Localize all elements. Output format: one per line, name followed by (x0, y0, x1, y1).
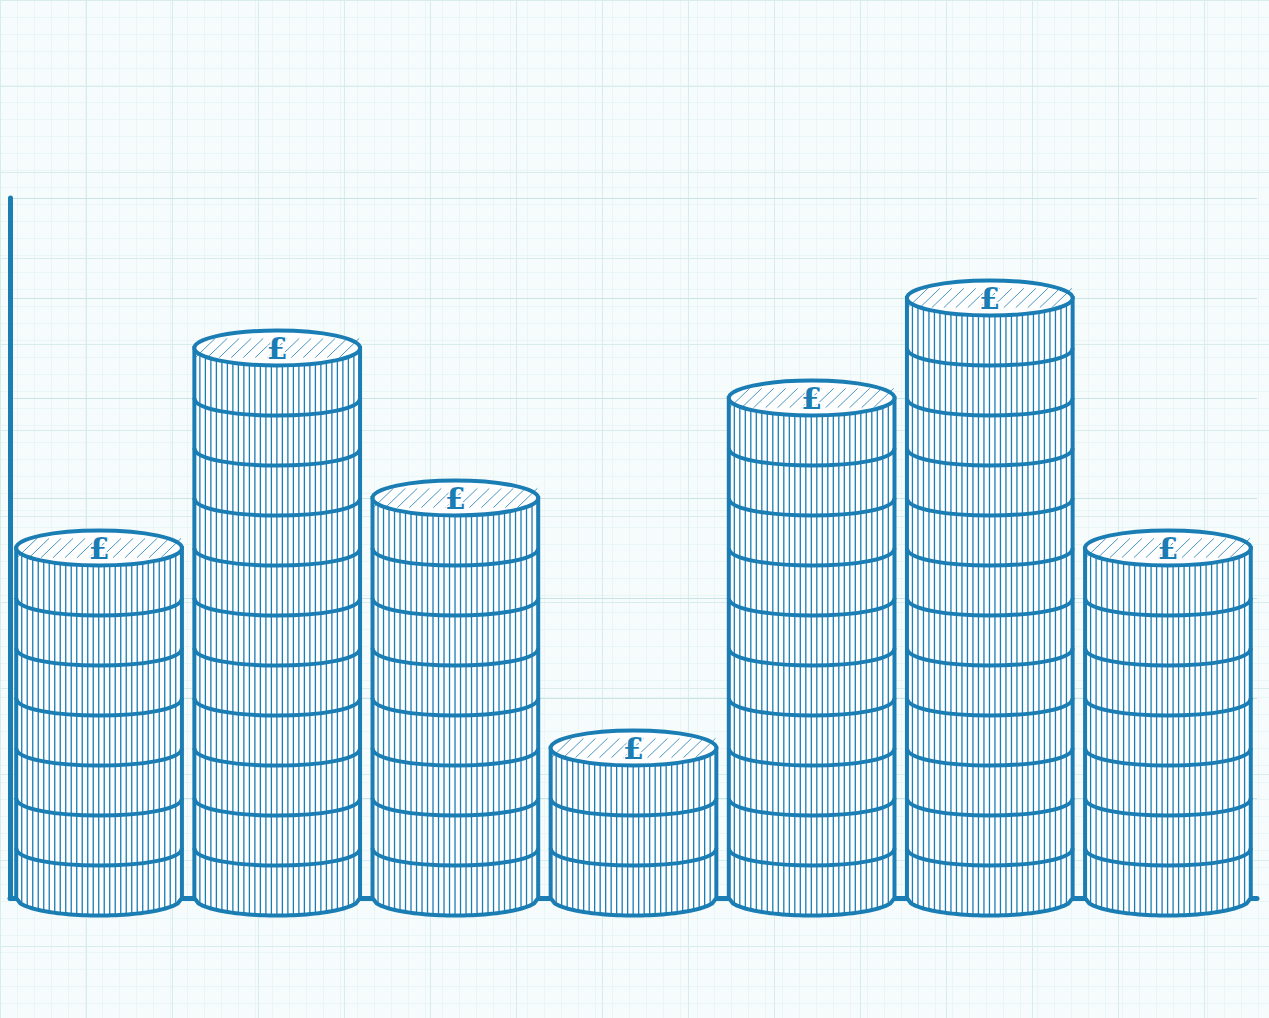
svg-text:£: £ (623, 731, 644, 766)
svg-text:£: £ (445, 481, 466, 516)
svg-text:£: £ (89, 531, 110, 566)
svg-text:£: £ (979, 281, 1000, 316)
svg-text:£: £ (1157, 531, 1178, 566)
svg-text:£: £ (267, 331, 288, 366)
svg-text:£: £ (801, 381, 822, 416)
